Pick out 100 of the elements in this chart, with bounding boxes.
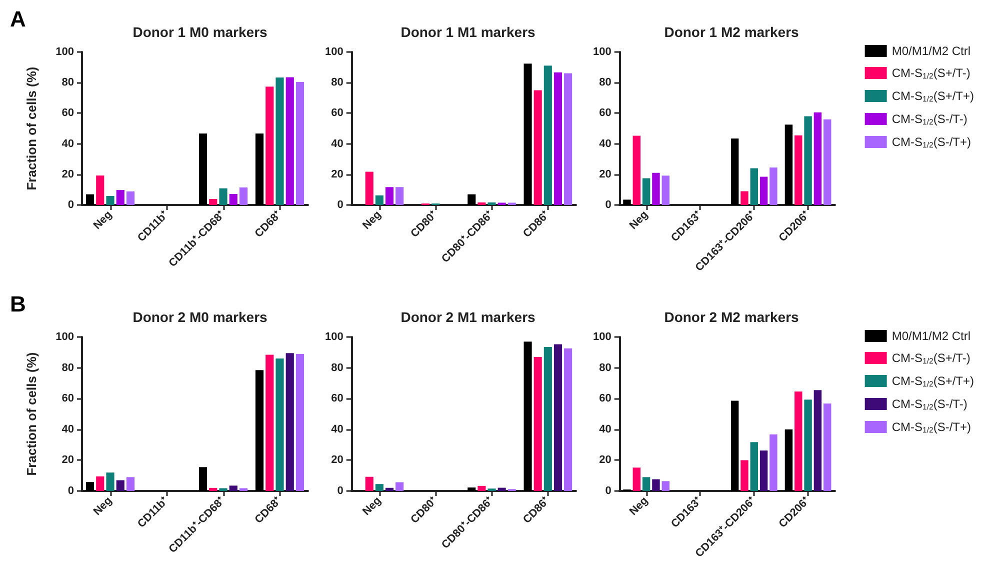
bar: [498, 488, 506, 491]
y-tick-label: 60: [62, 392, 74, 405]
bar: [642, 178, 650, 205]
bar: [564, 348, 572, 491]
y-tick-label: 100: [56, 331, 74, 343]
bar: [198, 467, 208, 491]
bar: [750, 442, 758, 491]
y-tick-label: 60: [331, 107, 344, 120]
bar: [814, 390, 822, 491]
chart-title: Donor 2 M2 markers: [664, 309, 800, 325]
x-tick-label: Neg: [91, 494, 114, 518]
bar: [740, 460, 748, 491]
bar: [209, 488, 218, 491]
bar: [730, 138, 739, 205]
y-tick-label: 0: [337, 485, 344, 497]
bar: [544, 347, 552, 491]
bar: [116, 480, 124, 491]
y-tick-label: 80: [331, 76, 344, 89]
bar: [255, 134, 264, 205]
bar: [814, 112, 822, 205]
bar: [534, 90, 542, 205]
bar: [554, 72, 562, 205]
bar: [564, 73, 572, 205]
y-tick-label: 60: [599, 392, 612, 405]
bar: [365, 476, 374, 491]
bar: [662, 481, 670, 491]
bar: [255, 370, 264, 491]
bar: [478, 202, 486, 205]
text: B: [10, 292, 26, 316]
bar: [239, 488, 248, 491]
bar: [642, 477, 650, 491]
y-tick-label: 20: [62, 168, 74, 180]
bar: [126, 477, 135, 491]
bar: [375, 484, 384, 491]
bar: [296, 354, 304, 491]
bar: [740, 191, 748, 205]
chart-title: Donor 2 M1 markers: [400, 309, 536, 325]
x-tick-label: Neg: [627, 494, 651, 518]
bar: [276, 358, 284, 491]
x-tick-label: Neg: [91, 208, 114, 232]
bar: [488, 202, 496, 205]
y-tick-label: 20: [599, 168, 612, 180]
y-tick-label: 100: [56, 46, 74, 58]
bar: [652, 479, 660, 491]
bar: [86, 194, 94, 205]
bar: [385, 187, 394, 205]
bar: [106, 472, 114, 491]
y-tick-label: 20: [599, 454, 612, 466]
bar: [219, 188, 228, 205]
y-tick-label: 40: [331, 423, 344, 436]
y-tick-label: 100: [592, 46, 612, 58]
y-tick-label: 20: [62, 454, 74, 466]
bar: [824, 119, 832, 205]
bar: [524, 342, 532, 491]
bar: [804, 116, 812, 205]
y-tick-label: 80: [331, 362, 344, 374]
y-tick-label: 40: [62, 138, 74, 150]
chart-title: Donor 1 M2 markers: [664, 24, 800, 40]
y-tick-label: 0: [337, 199, 344, 211]
bar: [266, 86, 274, 205]
bar: [266, 354, 274, 491]
y-tick-label: 0: [68, 199, 74, 211]
y-axis-title: Fraction of cells (%): [24, 352, 39, 476]
bar: [126, 191, 135, 205]
y-tick-label: 80: [62, 76, 74, 89]
legend-label: M0/M1/M2 Ctrl: [892, 44, 971, 58]
bar: [804, 400, 812, 491]
bar: [286, 77, 294, 205]
bar: [784, 124, 793, 205]
bar: [554, 344, 562, 491]
chart-title: Donor 2 M0 markers: [132, 309, 268, 325]
bar: [396, 187, 404, 205]
chart-title: Donor 1 M0 markers: [132, 24, 268, 40]
y-tick-label: 20: [331, 454, 344, 466]
bar: [524, 64, 532, 205]
y-tick-label: 40: [331, 138, 344, 150]
bar: [385, 488, 394, 491]
bar: [96, 175, 104, 205]
y-tick-label: 60: [599, 107, 612, 120]
bar: [229, 486, 238, 491]
y-tick-label: 100: [592, 331, 612, 343]
y-tick-label: 40: [599, 138, 612, 150]
y-tick-label: 20: [331, 168, 344, 180]
x-tick-label: Neg: [627, 208, 651, 232]
bar: [219, 488, 228, 491]
bar: [276, 78, 284, 205]
x-tick-label: Neg: [360, 494, 384, 518]
bar: [229, 194, 238, 205]
text: A: [10, 6, 26, 32]
y-axis-title: Fraction of cells (%): [24, 66, 39, 190]
y-tick-label: 80: [599, 362, 612, 374]
bar: [632, 468, 641, 491]
y-tick-label: 0: [605, 199, 612, 211]
bar: [544, 66, 552, 205]
chart-title: Donor 1 M1 markers: [400, 24, 536, 40]
legend-label: M0/M1/M2 Ctrl: [892, 329, 971, 343]
bar: [760, 176, 768, 205]
y-tick-label: 40: [62, 423, 74, 436]
bar: [824, 404, 832, 491]
bar: [760, 450, 768, 491]
